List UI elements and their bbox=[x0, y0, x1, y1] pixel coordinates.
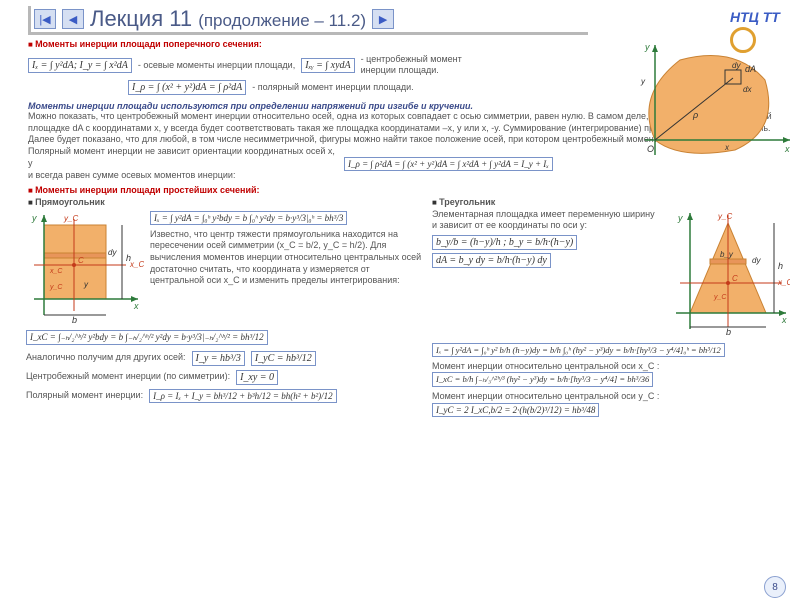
formula-tri-da: dA = b_y dy = b/h·(h−y) dy bbox=[432, 253, 551, 268]
svg-text:x_C: x_C bbox=[129, 260, 144, 269]
svg-text:dy: dy bbox=[732, 61, 741, 70]
label-centrifugal: - центробежный момент инерции площади. bbox=[361, 54, 481, 77]
svg-text:ρ: ρ bbox=[692, 110, 698, 120]
svg-text:y_C: y_C bbox=[63, 214, 78, 223]
formula-tri-ix: Iₓ = ∫ y²dA = ∫₀ʰ y² b/h (h−y)dy = b/h ∫… bbox=[432, 343, 725, 357]
formula-rect-polar: I_ρ = Iₓ + I_y = bh³/12 + b³h/12 = bh(h²… bbox=[149, 389, 337, 403]
svg-text:dy: dy bbox=[752, 256, 761, 265]
formula-rect-iyc: I_yC = hb³/12 bbox=[251, 351, 316, 366]
label-polar: - полярный момент инерции площади. bbox=[252, 82, 413, 94]
svg-text:b: b bbox=[726, 327, 731, 337]
text-polar: Полярный момент инерции: bbox=[26, 390, 143, 402]
heading-rectangle: Прямоугольник bbox=[28, 197, 426, 209]
heading-simple: Моменты инерции площади простейших сечен… bbox=[28, 185, 772, 197]
page-title: Лекция 11 (продолжение – 11.2) bbox=[90, 6, 366, 32]
heading-triangle: Треугольник bbox=[432, 197, 790, 209]
svg-text:b_y: b_y bbox=[720, 250, 734, 259]
svg-text:b: b bbox=[72, 315, 77, 325]
title-main: Лекция 11 bbox=[90, 6, 192, 31]
svg-text:h: h bbox=[778, 261, 783, 271]
svg-text:h: h bbox=[126, 253, 131, 263]
svg-text:dA: dA bbox=[745, 64, 756, 74]
nav-next-button[interactable]: ▶ bbox=[372, 9, 394, 29]
svg-text:y_C: y_C bbox=[49, 284, 63, 291]
svg-text:C: C bbox=[732, 274, 738, 283]
svg-text:C: C bbox=[78, 256, 84, 265]
text-other-axes: Аналогично получим для других осей: bbox=[26, 352, 186, 364]
formula-tri-ixc: I_xC = b/h ∫₋ₕ/₃^²ʰ/³ (hy² − y³)dy = b/h… bbox=[432, 372, 653, 387]
svg-text:y: y bbox=[644, 42, 650, 52]
formula-tri-iyc: I_yC = 2 I_xC,b/2 = 2·(h(b/2)³/12) = hb³… bbox=[432, 403, 599, 417]
svg-text:x: x bbox=[781, 315, 787, 325]
formula-tri-by: b_y/b = (h−y)/h ; b_y = b/h·(h−y) bbox=[432, 235, 577, 250]
formula-rect-iy: I_y = hb³/3 bbox=[192, 351, 245, 366]
svg-text:x_C: x_C bbox=[777, 278, 790, 287]
svg-text:x_C: x_C bbox=[49, 268, 63, 275]
nav-first-button[interactable]: |◀ bbox=[34, 9, 56, 29]
svg-text:y_C: y_C bbox=[713, 294, 727, 301]
page-number: 8 bbox=[764, 576, 786, 598]
svg-text:y_C: y_C bbox=[717, 212, 732, 221]
logo: НТЦ ТТ bbox=[730, 9, 790, 41]
text-rect-known: Известно, что центр тяжести прямоугольни… bbox=[150, 229, 426, 287]
svg-text:x: x bbox=[784, 144, 790, 154]
nav-prev-button[interactable]: ◀ bbox=[62, 9, 84, 29]
svg-text:dy: dy bbox=[108, 248, 117, 257]
formula-rect-ixc: I_xC = ∫₋ₕ/₂^ʰ/² y²bdy = b ∫₋ₕ/₂^ʰ/² y²d… bbox=[26, 330, 268, 345]
formula-axial: Iₓ = ∫ y²dA; I_y = ∫ x²dA bbox=[28, 58, 132, 73]
svg-text:dx: dx bbox=[743, 85, 752, 94]
formula-polar: I_ρ = ∫ (x² + y²)dA = ∫ ρ²dA bbox=[128, 80, 246, 95]
svg-text:x: x bbox=[133, 301, 139, 311]
text-tri-yc: Момент инерции относительно центральной … bbox=[432, 391, 790, 403]
svg-text:y: y bbox=[640, 77, 646, 86]
formula-rect-ixy: I_xy = 0 bbox=[236, 370, 278, 385]
svg-text:y: y bbox=[677, 213, 683, 223]
formula-rect-ix: Iₓ = ∫ y²dA = ∫₀ʰ y²bdy = b ∫₀ʰ y²dy = b… bbox=[150, 211, 347, 225]
svg-text:y: y bbox=[31, 213, 37, 223]
cross-section-diagram: O x y dA dy dx ρ x y bbox=[625, 40, 795, 170]
label-axial: - осевые моменты инерции площади, bbox=[138, 60, 295, 72]
triangle-diagram: C x_C y_C x y b h dy b_y y_C bbox=[666, 209, 790, 341]
logo-text: НТЦ ТТ bbox=[730, 9, 780, 25]
formula-polar-sum: I_ρ = ∫ ρ²dA = ∫ (x² + y²)dA = ∫ x²dA + … bbox=[344, 157, 553, 171]
para-polar-b: и всегда равен сумме осевых моментов ине… bbox=[28, 170, 338, 182]
formula-centrifugal: Iₓᵧ = ∫ xydA bbox=[301, 58, 354, 73]
para-polar-a: Полярный момент инерции не зависит ориен… bbox=[28, 146, 338, 169]
text-tri-elem: Элементарная площадка имеет переменную ш… bbox=[432, 209, 660, 232]
svg-text:O: O bbox=[647, 144, 654, 154]
title-sub: (продолжение – 11.2) bbox=[198, 11, 366, 30]
text-tri-xc: Момент инерции относительно центральной … bbox=[432, 361, 790, 373]
text-centrifugal: Центробежный момент инерции (по симметри… bbox=[26, 371, 230, 383]
rectangle-diagram: C x_C y_C x y dy b h x_C y_C y bbox=[26, 211, 144, 327]
